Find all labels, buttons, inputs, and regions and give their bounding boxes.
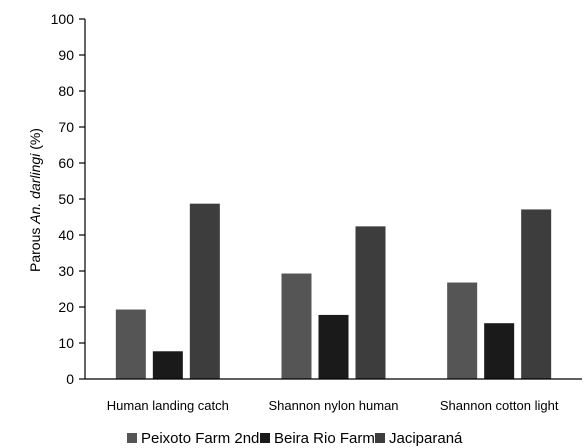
legend-swatch	[375, 433, 385, 443]
bar-shannon-cotton-light-series-2	[484, 323, 515, 379]
y-axis-label-prefix: Parous	[27, 224, 43, 272]
y-tick-label: 80	[58, 83, 74, 99]
legend: Peixoto Farm 2nd Beira Rio Farm Jaciparaná	[127, 430, 463, 447]
y-axis: 0 10 20 30 40 50 60 70 80 90 100	[51, 11, 86, 387]
x-axis: Human landing catch Shannon nylon human Sh…	[85, 378, 582, 413]
legend-label: Jaciparaná	[389, 430, 463, 447]
y-tick-label: 40	[58, 227, 74, 243]
bar-shannon-nylon-human-series-1	[281, 273, 312, 379]
bars	[115, 203, 552, 379]
y-tick-label: 90	[58, 47, 74, 63]
y-tick-label: 70	[58, 119, 74, 135]
bar-shannon-nylon-human-series-2	[318, 314, 349, 379]
legend-label: Beira Rio Farm	[274, 430, 375, 447]
bar-human-landing-catch-series-1	[115, 309, 146, 379]
y-tick-label: 100	[51, 11, 75, 27]
y-tick-label: 10	[58, 335, 74, 351]
y-axis-label: Parous An. darlingi (%)	[27, 128, 43, 272]
y-tick-label: 30	[58, 263, 74, 279]
legend-swatch	[260, 433, 270, 443]
legend-label: Peixoto Farm 2nd	[141, 430, 259, 447]
bar-shannon-cotton-light-series-1	[447, 282, 478, 379]
y-axis-label-italic: An. darlingi	[27, 153, 43, 225]
bar-shannon-nylon-human-series-3	[355, 226, 386, 379]
y-tick-label: 20	[58, 299, 74, 315]
y-tick-label: 50	[58, 191, 74, 207]
x-category-label: Shannon cotton light	[440, 398, 559, 413]
y-tick-label: 60	[58, 155, 74, 171]
y-axis-label-suffix: (%)	[27, 128, 43, 154]
x-category-label: Shannon nylon human	[268, 398, 398, 413]
x-category-label: Human landing catch	[107, 398, 229, 413]
bar-human-landing-catch-series-3	[189, 203, 220, 379]
bar-shannon-cotton-light-series-3	[521, 209, 552, 379]
legend-swatch	[127, 433, 137, 443]
bar-human-landing-catch-series-2	[152, 351, 183, 379]
y-tick-label: 0	[66, 371, 74, 387]
